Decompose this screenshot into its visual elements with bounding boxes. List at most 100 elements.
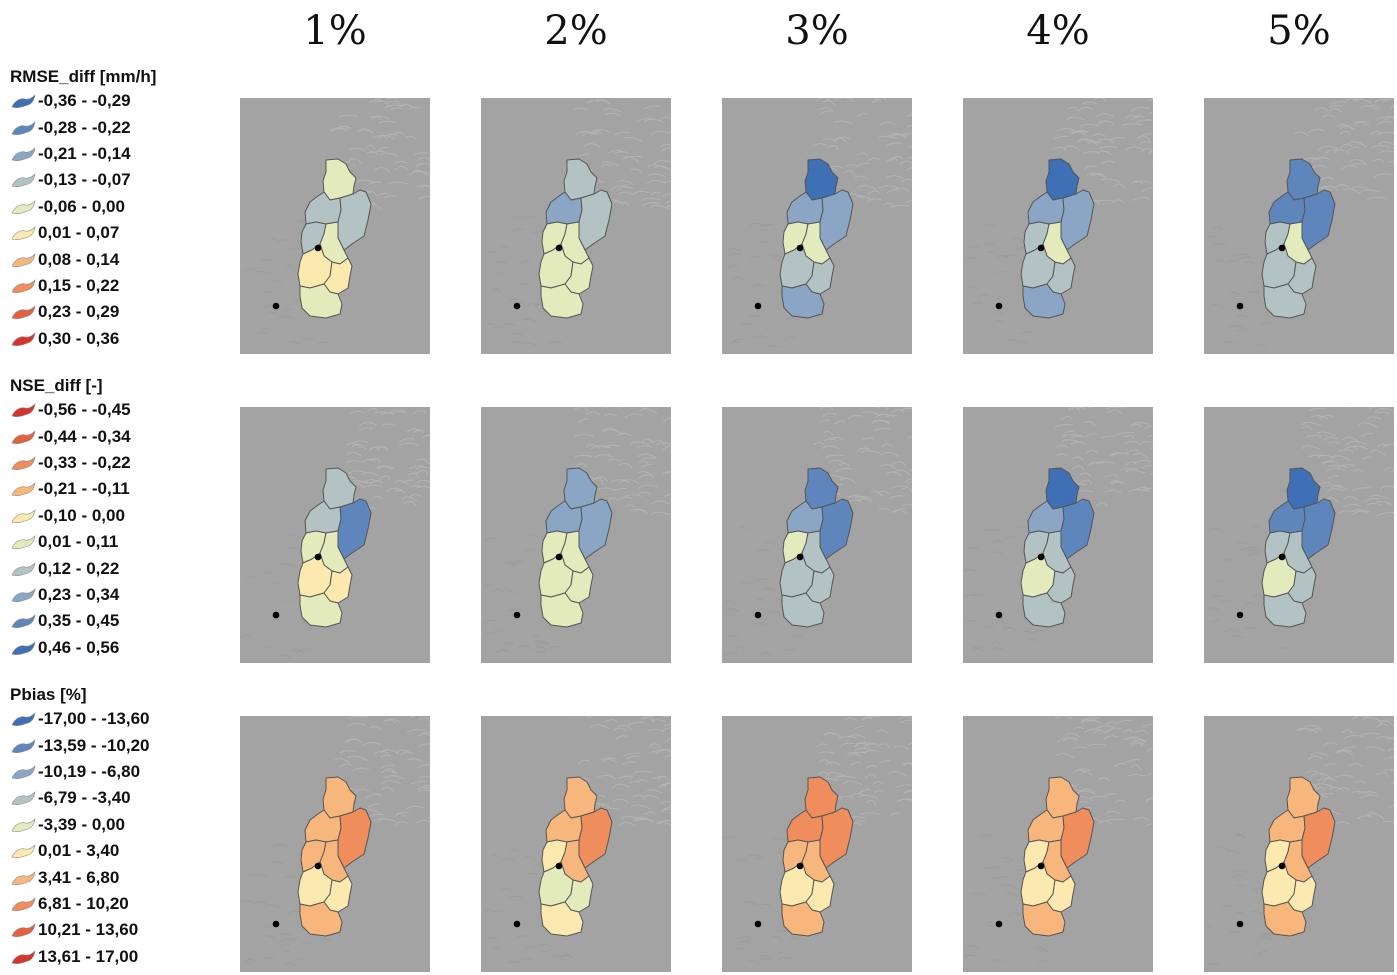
- legend-item: 6,81 - 10,20: [10, 891, 210, 917]
- subcatchment-south: [1263, 283, 1307, 319]
- legend: NSE_diff [-] -0,56 - -0,45 -0,44 - -0,34 -0…: [10, 375, 210, 661]
- gauge-marker: [272, 302, 280, 310]
- map-panel: [963, 716, 1153, 972]
- legend-swatch: [11, 199, 36, 214]
- legend-swatch: [11, 923, 36, 938]
- subcatchment-south: [540, 283, 584, 319]
- gauge-marker: [796, 244, 804, 252]
- legend-title: RMSE_diff [mm/h]: [10, 67, 157, 86]
- legend-item: -0,10 - 0,00: [10, 503, 210, 529]
- gauge-marker: [1037, 862, 1045, 870]
- legend-swatch: [11, 817, 36, 832]
- subcatchment-south-east: [805, 257, 835, 295]
- column-header-5: 5%: [1267, 8, 1331, 54]
- legend-item: -13,59 - -10,20: [10, 732, 210, 758]
- gauge-marker: [513, 302, 521, 310]
- map-panel: [240, 716, 430, 972]
- subcatchment-south-east: [1046, 257, 1076, 295]
- gauge-marker: [513, 611, 521, 619]
- legend-title: NSE_diff [-]: [10, 376, 103, 395]
- legend-item: -0,21 - -0,11: [10, 476, 210, 502]
- legend-label: -0,44 - -0,34: [38, 426, 131, 446]
- column-header-2: 2%: [544, 8, 608, 54]
- gauge-marker: [754, 302, 762, 310]
- subcatchment-south-east: [564, 257, 594, 295]
- legend-label: -0,13 - -0,07: [38, 170, 131, 190]
- legend-swatch: [11, 765, 36, 779]
- legend-label: 0,30 - 0,36: [38, 328, 120, 348]
- legend-item: -0,56 - -0,45: [10, 397, 210, 423]
- legend-label: 3,41 - 6,80: [38, 867, 120, 887]
- legend-swatch: [11, 173, 36, 188]
- legend-label: 0,23 - 0,34: [38, 584, 120, 604]
- gauge-marker: [314, 862, 322, 870]
- legend-swatch: [11, 791, 36, 806]
- legend-item: 0,23 - 0,29: [10, 299, 210, 325]
- gauge-marker: [513, 920, 521, 928]
- subcatchment-south: [781, 283, 825, 319]
- legend-item: 0,08 - 0,14: [10, 246, 210, 272]
- map-panel: [722, 407, 912, 663]
- legend-label: 0,23 - 0,29: [38, 302, 120, 322]
- map-panel: [1204, 716, 1394, 972]
- legend: Pbias [%] -17,00 - -13,60 -13,59 - -10,20 -…: [10, 684, 210, 970]
- legend-swatch: [11, 147, 36, 161]
- legend-swatch: [11, 949, 36, 964]
- gauge-marker: [796, 553, 804, 561]
- legend-item: 3,41 - 6,80: [10, 864, 210, 890]
- legend-label: -0,33 - -0,22: [38, 452, 131, 472]
- subcatchment-south: [540, 901, 584, 937]
- subcatchment-south: [299, 283, 343, 319]
- map-panel: [722, 716, 912, 972]
- legend-swatch: [11, 252, 36, 267]
- column-header-4: 4%: [1026, 8, 1090, 54]
- legend-label: 0,35 - 0,45: [38, 611, 120, 631]
- subcatchment-south-east: [1046, 875, 1076, 913]
- legend: RMSE_diff [mm/h] -0,36 - -0,29 -0,28 - -0,…: [10, 66, 210, 352]
- subcatchment-south: [540, 592, 584, 628]
- legend-item: 0,12 - 0,22: [10, 555, 210, 581]
- subcatchment-south: [781, 592, 825, 628]
- legend-swatch: [11, 614, 36, 629]
- map-panel: [963, 407, 1153, 663]
- subcatchment-south: [299, 901, 343, 937]
- map-panel: [1204, 407, 1394, 663]
- legend-item: -0,06 - 0,00: [10, 194, 210, 220]
- subcatchment-south: [1022, 901, 1066, 937]
- gauge-marker: [1278, 862, 1286, 870]
- hillshade: [1206, 98, 1394, 349]
- legend-item: -10,19 - -6,80: [10, 759, 210, 785]
- legend-label: 0,01 - 0,07: [38, 223, 120, 243]
- map-panel: [722, 98, 912, 354]
- subcatchment-south: [1022, 283, 1066, 319]
- subcatchment-south-east: [1287, 566, 1317, 604]
- map-panel: [481, 716, 671, 972]
- gauge-marker: [555, 553, 563, 561]
- subcatchment-south-east: [564, 875, 594, 913]
- legend-label: -0,56 - -0,45: [38, 400, 131, 420]
- legend-item: 0,23 - 0,34: [10, 582, 210, 608]
- map-panel: [240, 98, 430, 354]
- subcatchment-south-east: [1287, 875, 1317, 913]
- legend-swatch: [11, 120, 36, 135]
- legend-item: -0,28 - -0,22: [10, 114, 210, 140]
- legend-swatch: [11, 482, 36, 497]
- gauge-marker: [995, 611, 1003, 619]
- column-header-3: 3%: [785, 8, 849, 54]
- legend-label: -10,19 - -6,80: [38, 761, 141, 781]
- subcatchment-south-east: [1287, 257, 1317, 295]
- gauge-marker: [555, 244, 563, 252]
- legend-label: 0,15 - 0,22: [38, 275, 120, 295]
- legend-swatch: [11, 640, 36, 655]
- legend-item: -0,44 - -0,34: [10, 423, 210, 449]
- legend-item: 10,21 - 13,60: [10, 917, 210, 943]
- gauge-marker: [555, 862, 563, 870]
- legend-item: 0,35 - 0,45: [10, 608, 210, 634]
- legend-item: 0,01 - 0,07: [10, 220, 210, 246]
- legend-swatch: [11, 588, 36, 602]
- subcatchment-south-east: [805, 875, 835, 913]
- legend-swatch: [11, 897, 36, 911]
- legend-title: Pbias [%]: [10, 685, 87, 704]
- gauge-marker: [1236, 611, 1244, 619]
- gauge-marker: [314, 553, 322, 561]
